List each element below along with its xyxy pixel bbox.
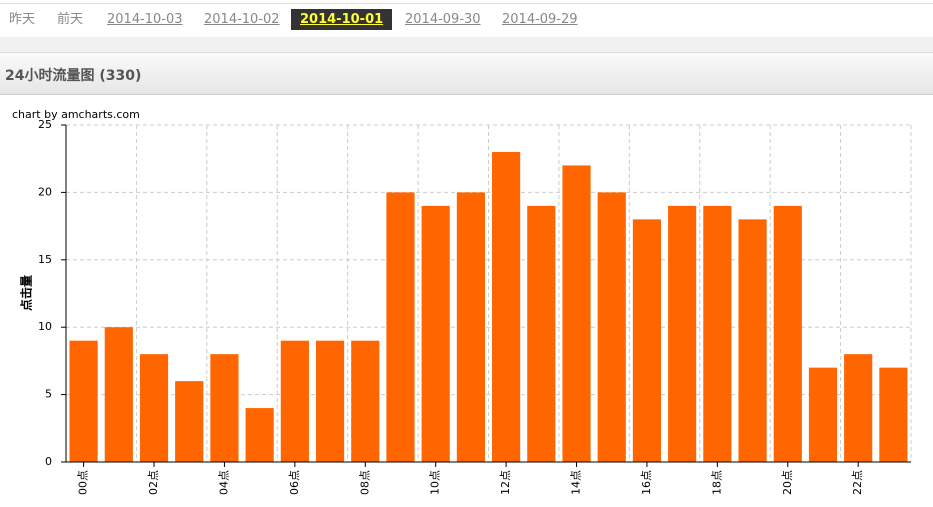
x-tick-label: 00点 (77, 470, 90, 495)
bar (175, 381, 204, 462)
x-tick-label: 06点 (288, 470, 301, 495)
y-tick-label: 10 (38, 320, 52, 333)
bar (703, 205, 732, 462)
bar (210, 354, 239, 462)
bar (421, 205, 450, 462)
x-tick-label: 14点 (570, 470, 583, 495)
bar (668, 205, 697, 462)
nav-link[interactable]: 2014-09-29 (502, 12, 578, 27)
bar (69, 340, 98, 462)
nav-link[interactable]: 前天 (57, 12, 84, 27)
x-tick-label: 04点 (217, 470, 230, 495)
bar (879, 367, 908, 462)
bar (844, 354, 873, 462)
x-tick-label: 02点 (147, 470, 160, 495)
y-tick-label: 25 (38, 118, 52, 131)
nav-link[interactable]: 昨天 (9, 12, 36, 27)
bar (315, 340, 345, 462)
x-tick-label: 12点 (499, 470, 512, 495)
bar (808, 367, 838, 462)
bar (139, 354, 169, 462)
bar (456, 192, 485, 462)
nav-link[interactable]: 2014-09-30 (405, 12, 481, 27)
bar (492, 151, 521, 462)
x-tick-label: 08点 (358, 470, 371, 495)
bar (773, 205, 802, 462)
x-tick-label: 22点 (851, 470, 864, 495)
x-tick-label: 16点 (640, 470, 653, 495)
nav-link[interactable]: 2014-10-02 (204, 12, 280, 27)
bar (527, 205, 556, 462)
x-tick-label: 10点 (429, 470, 442, 495)
bar (738, 219, 767, 462)
y-axis-label: 点击量 (19, 275, 34, 311)
y-tick-label: 20 (38, 185, 52, 198)
y-tick-label: 15 (38, 253, 52, 266)
bar (632, 219, 662, 462)
nav-link[interactable]: 2014-10-01 (291, 9, 393, 30)
y-tick-label: 5 (45, 388, 52, 401)
y-tick-label: 0 (45, 455, 52, 468)
chart: chart by amcharts.com 点击量 0 5 10 15 20 25 00点 0… (12, 108, 912, 495)
bar (351, 340, 380, 462)
date-nav: 昨天 前天 2014-10-03 2014-10-02 2014-10-01 2014-0… (0, 3, 933, 38)
nav-link[interactable]: 2014-10-03 (107, 12, 183, 27)
bar (386, 192, 415, 462)
bar (280, 340, 309, 462)
x-tick-label: 18点 (710, 470, 723, 495)
bar (104, 327, 133, 462)
credit: chart by amcharts.com (12, 108, 140, 121)
spacer (0, 37, 933, 52)
x-tick-label: 20点 (781, 470, 794, 495)
panel-title: 24小时流量图 (330) (5, 68, 142, 84)
bar (245, 408, 274, 462)
bar (562, 165, 591, 462)
bar (597, 192, 626, 462)
panel-header: 24小时流量图 (330) (0, 52, 933, 95)
